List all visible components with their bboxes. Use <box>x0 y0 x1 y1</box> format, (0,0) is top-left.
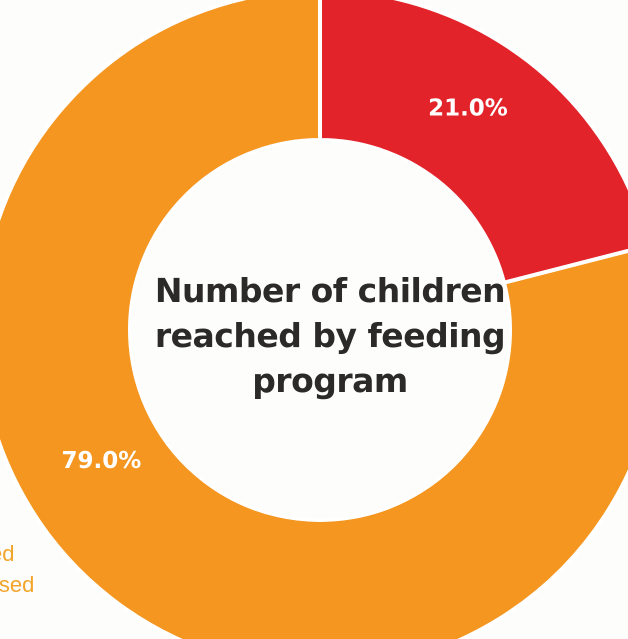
chart-title-line-3: program <box>252 361 408 400</box>
legend-label-fragment: ed ol-based am <box>0 538 120 631</box>
legend-line-1: ed <box>0 541 15 566</box>
chart-title-line-1: Number of children <box>154 271 506 310</box>
donut-slice-1 <box>318 0 628 286</box>
legend-line-2: ol-based <box>0 572 35 597</box>
chart-title-line-2: reached by feeding <box>154 316 506 355</box>
chart-title: Number of children reached by feeding pr… <box>135 268 525 403</box>
donut-center <box>131 141 509 519</box>
slice-label-2: 79.0% <box>62 448 142 474</box>
slice-label-1: 21.0% <box>428 95 508 121</box>
legend-line-3: am <box>0 600 120 631</box>
